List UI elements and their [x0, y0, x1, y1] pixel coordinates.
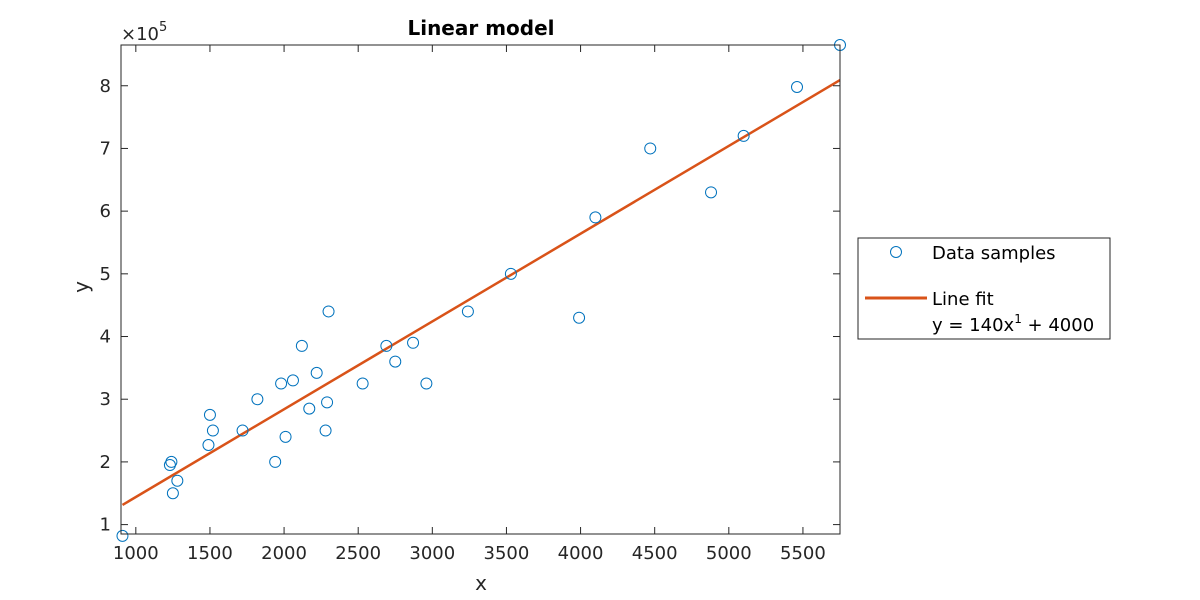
y-ticks: 1 2 3 4 5 6 7 8 [100, 76, 840, 536]
x-tick-label: 3000 [409, 543, 455, 564]
fit-layer [121, 79, 841, 506]
y-tick-label: 3 [100, 389, 111, 410]
y-tick-label: 5 [100, 264, 111, 285]
plot-area [121, 45, 840, 534]
equation-suffix: + 4000 [1022, 315, 1094, 336]
y-tick-label: 1 [100, 515, 111, 536]
fit-line [121, 79, 841, 506]
data-point [504, 267, 517, 280]
legend-label-samples: Data samples [932, 243, 1056, 264]
data-point [116, 529, 129, 542]
x-tick-label: 1500 [187, 543, 233, 564]
data-point [420, 377, 433, 390]
plot-frame [120, 44, 841, 535]
legend-box [857, 237, 1111, 340]
x-tick-label: 4500 [632, 543, 678, 564]
data-point [461, 305, 474, 318]
y-axis-label: y [69, 281, 93, 293]
data-point [737, 129, 750, 142]
data-point [251, 393, 264, 406]
data-point [321, 396, 334, 409]
data-point [319, 424, 332, 437]
data-point [236, 424, 249, 437]
data-point [589, 211, 602, 224]
y-tick-label: 7 [100, 138, 111, 159]
data-point [203, 408, 216, 421]
data-point [310, 366, 323, 379]
x-tick-label: 5500 [780, 543, 826, 564]
data-point [171, 474, 184, 487]
data-point [295, 339, 308, 352]
data-point [279, 430, 292, 443]
data-point [356, 377, 369, 390]
y-tick-label: 4 [100, 327, 111, 348]
equation-prefix: y = 140x [932, 315, 1015, 336]
data-point [322, 305, 335, 318]
data-point [202, 438, 215, 451]
equation-power: 1 [1014, 312, 1022, 326]
data-point [166, 487, 179, 500]
data-point [269, 455, 282, 468]
data-point [573, 311, 586, 324]
legend-fit-equation: y = 140x1 + 4000 [932, 312, 1094, 336]
legend-label-fit: Line fit [932, 289, 994, 310]
data-point [165, 455, 178, 468]
y-exponent-label: ×105 [121, 20, 167, 45]
y-exponent-power: 5 [159, 20, 167, 35]
data-point [206, 424, 219, 437]
chart-title: Linear model [407, 16, 554, 40]
data-point [791, 81, 804, 94]
data-point [303, 402, 316, 415]
x-tick-label: 2500 [335, 543, 381, 564]
data-point [644, 142, 657, 155]
x-tick-label: 1000 [113, 543, 159, 564]
x-axis-label: x [475, 571, 487, 595]
x-tick-label: 4000 [558, 543, 604, 564]
y-tick-label: 8 [100, 76, 111, 97]
y-exponent-base: ×10 [121, 24, 159, 45]
data-point [705, 186, 718, 199]
points-layer [116, 39, 846, 542]
x-tick-label: 5000 [706, 543, 752, 564]
data-point [407, 336, 420, 349]
data-point [389, 355, 402, 368]
x-tick-label: 3500 [484, 543, 530, 564]
data-point [286, 374, 299, 387]
x-ticks: 1000 1500 2000 2500 3000 3500 4000 4500 5000 5500 [113, 45, 826, 564]
data-point [380, 339, 393, 352]
x-tick-label: 2000 [261, 543, 307, 564]
y-tick-label: 6 [100, 201, 111, 222]
legend: Data samples Line fit y = 140x1 + 4000 [857, 237, 1111, 340]
data-point [275, 377, 288, 390]
legend-marker-samples [890, 246, 902, 258]
y-tick-label: 2 [100, 452, 111, 473]
